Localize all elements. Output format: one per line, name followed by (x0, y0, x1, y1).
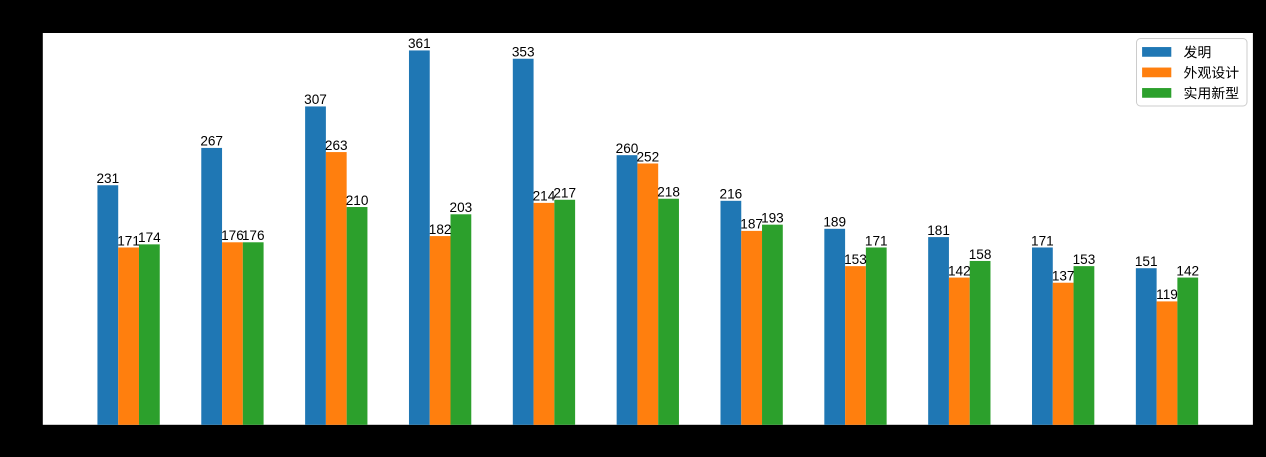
svg-text:171: 171 (865, 233, 888, 248)
svg-text:142: 142 (948, 263, 971, 278)
svg-text:361: 361 (408, 36, 431, 51)
svg-text:217: 217 (553, 186, 576, 201)
svg-text:218: 218 (657, 185, 680, 200)
svg-text:153: 153 (1073, 252, 1096, 267)
svg-text:231: 231 (96, 171, 119, 186)
svg-text:263: 263 (325, 138, 348, 153)
svg-text:189: 189 (823, 215, 846, 230)
svg-text:176: 176 (221, 228, 244, 243)
svg-text:307: 307 (304, 92, 327, 107)
svg-text:252: 252 (636, 149, 659, 164)
svg-text:203: 203 (450, 200, 473, 215)
svg-text:181: 181 (927, 223, 950, 238)
svg-text:260: 260 (616, 141, 639, 156)
svg-text:216: 216 (720, 187, 743, 202)
svg-text:171: 171 (117, 233, 140, 248)
svg-text:210: 210 (346, 193, 369, 208)
svg-text:142: 142 (1176, 263, 1199, 278)
svg-text:153: 153 (844, 252, 867, 267)
svg-text:187: 187 (740, 217, 763, 232)
svg-text:353: 353 (512, 45, 535, 60)
svg-text:119: 119 (1156, 287, 1178, 302)
svg-text:176: 176 (242, 228, 265, 243)
svg-text:137: 137 (1052, 269, 1075, 284)
svg-text:174: 174 (138, 230, 161, 245)
svg-text:151: 151 (1135, 254, 1158, 269)
svg-text:267: 267 (200, 134, 223, 149)
svg-text:171: 171 (1031, 233, 1054, 248)
svg-text:182: 182 (429, 222, 452, 237)
svg-text:214: 214 (533, 189, 556, 204)
svg-text:193: 193 (761, 210, 784, 225)
svg-text:158: 158 (969, 247, 992, 262)
